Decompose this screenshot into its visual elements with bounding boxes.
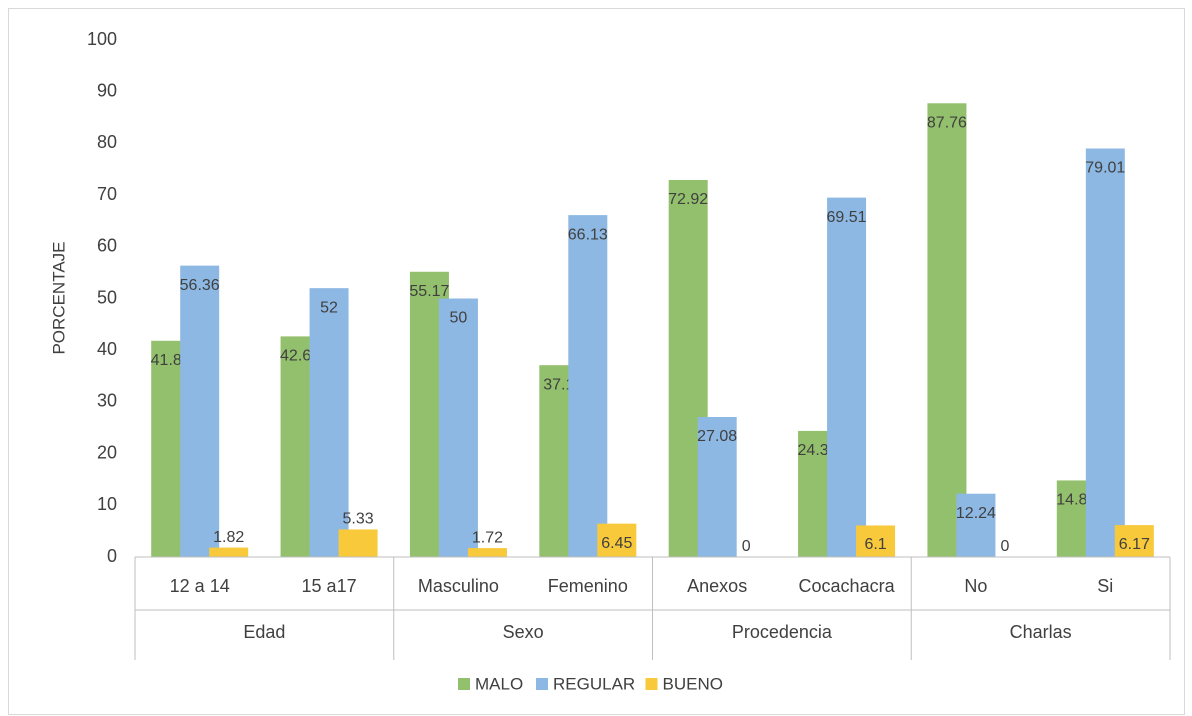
y-tick-label: 80: [97, 132, 117, 152]
x-tick-label: Anexos: [687, 576, 747, 596]
bar: [856, 525, 896, 557]
legend-swatch: [645, 678, 658, 690]
data-label: 27.08: [697, 428, 737, 445]
legend-swatch: [536, 678, 548, 690]
y-tick-label: 30: [97, 391, 117, 411]
group-label: Charlas: [1010, 622, 1072, 642]
x-tick-label: 15 a17: [302, 576, 357, 596]
y-tick-label: 90: [97, 80, 117, 100]
x-tick-label: Si: [1097, 576, 1113, 596]
legend-swatch: [458, 678, 470, 690]
data-label: 79.01: [1085, 160, 1125, 177]
legend-label: BUENO: [663, 674, 723, 693]
data-label: 0: [742, 538, 751, 555]
bar: [180, 265, 220, 557]
data-label: 87.76: [927, 114, 967, 131]
bar: [438, 298, 478, 557]
data-label: 37.1: [543, 376, 574, 393]
data-label: 6.17: [1119, 536, 1150, 553]
legend-label: MALO: [475, 674, 523, 693]
data-label: 1.82: [213, 529, 244, 546]
group-label: Edad: [243, 622, 285, 642]
data-label: 55.17: [409, 283, 449, 300]
bar: [956, 493, 996, 557]
legend-label: REGULAR: [553, 674, 635, 693]
y-tick-label: 20: [97, 442, 117, 462]
group-label: Procedencia: [732, 622, 833, 642]
data-label: 1.72: [472, 529, 503, 546]
bar: [338, 529, 378, 557]
x-tick-label: Cocachacra: [799, 576, 896, 596]
data-label: 12.24: [956, 505, 996, 522]
bar: [209, 547, 249, 557]
data-label: 0: [1000, 538, 1009, 555]
data-label: 66.13: [568, 226, 608, 243]
x-tick-label: 12 a 14: [170, 576, 230, 596]
x-tick-label: No: [964, 576, 987, 596]
data-label: 6.45: [601, 535, 632, 552]
data-label: 69.51: [827, 209, 867, 226]
data-label: 5.33: [342, 511, 373, 528]
x-tick-label: Femenino: [548, 576, 628, 596]
data-label: 56.36: [180, 277, 220, 294]
y-tick-label: 40: [97, 339, 117, 359]
y-tick-label: 100: [87, 29, 117, 49]
data-label: 72.92: [668, 191, 708, 208]
bar: [309, 288, 349, 557]
bar: [597, 523, 637, 557]
group-label: Sexo: [503, 622, 544, 642]
y-tick-label: 70: [97, 184, 117, 204]
bar: [927, 103, 967, 558]
y-tick-label: 50: [97, 287, 117, 307]
data-label: 52: [320, 299, 338, 316]
y-tick-label: 10: [97, 494, 117, 514]
bar: [1114, 525, 1154, 557]
y-tick-label: 60: [97, 236, 117, 256]
data-label: 6.1: [864, 536, 886, 553]
y-tick-label: 0: [107, 546, 117, 566]
bar: [467, 548, 507, 557]
bar: [697, 416, 737, 557]
bar: [827, 197, 867, 557]
x-tick-label: Masculino: [418, 576, 499, 596]
y-axis-label: PORCENTAJE: [49, 241, 68, 354]
bar: [1085, 148, 1125, 557]
bar: [568, 215, 608, 557]
data-label: 50: [450, 310, 468, 327]
